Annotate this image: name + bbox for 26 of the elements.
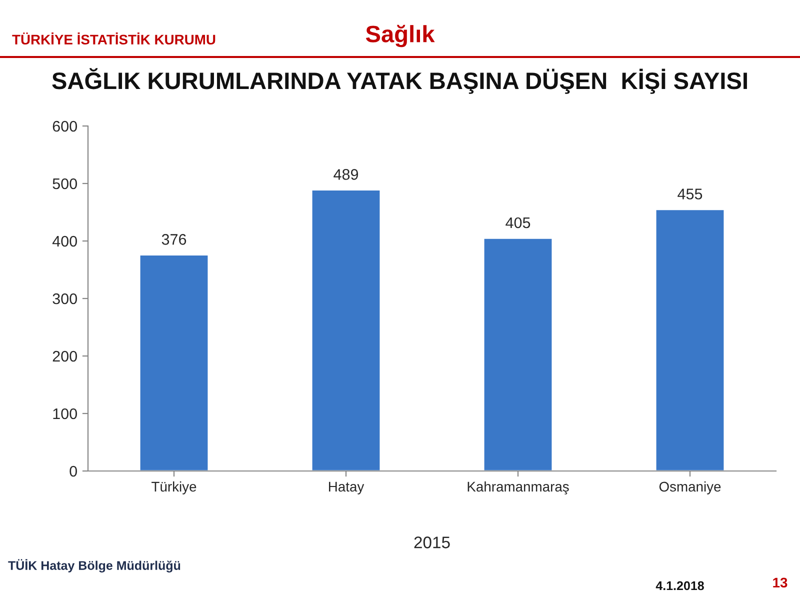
y-tick-label: 100 — [53, 408, 77, 420]
y-tick-label: 600 — [52, 120, 77, 132]
text: TÜRKİYE İSTATİSTİK KURUMU — [12, 32, 216, 45]
y-tick-label: 400 — [52, 236, 77, 247]
text: Sağlık — [366, 24, 435, 48]
chart-title: SAĞLIK KURUMLARINDA YATAK BAŞINA DÜŞEN KİŞİ SAYISI — [52, 68, 747, 94]
data-label: 455 — [678, 188, 702, 200]
y-tick-label: 200 — [52, 350, 77, 362]
text: 13 — [773, 578, 788, 588]
x-tick-label: Türkiye — [152, 481, 196, 494]
y-tick-label: 300 — [52, 293, 77, 304]
bar — [482, 237, 554, 471]
data-label: 376 — [162, 234, 186, 245]
y-tick-label: 500 — [52, 178, 77, 190]
x-tick-label: Kahramanmaraş — [468, 481, 569, 494]
text: TÜİK Hatay Bölge Müdürlüğü — [8, 559, 180, 572]
data-label: 405 — [506, 217, 530, 228]
bar — [654, 208, 726, 471]
x-axis-title: 2015 — [414, 536, 450, 548]
text: 4.1.2018 — [656, 581, 704, 590]
bar — [138, 254, 210, 471]
x-tick-label: Osmaniye — [659, 481, 721, 494]
data-label: 489 — [334, 169, 358, 180]
bar — [310, 189, 382, 471]
x-tick-label: Hatay — [329, 482, 364, 494]
y-tick-label: 0 — [70, 466, 77, 477]
